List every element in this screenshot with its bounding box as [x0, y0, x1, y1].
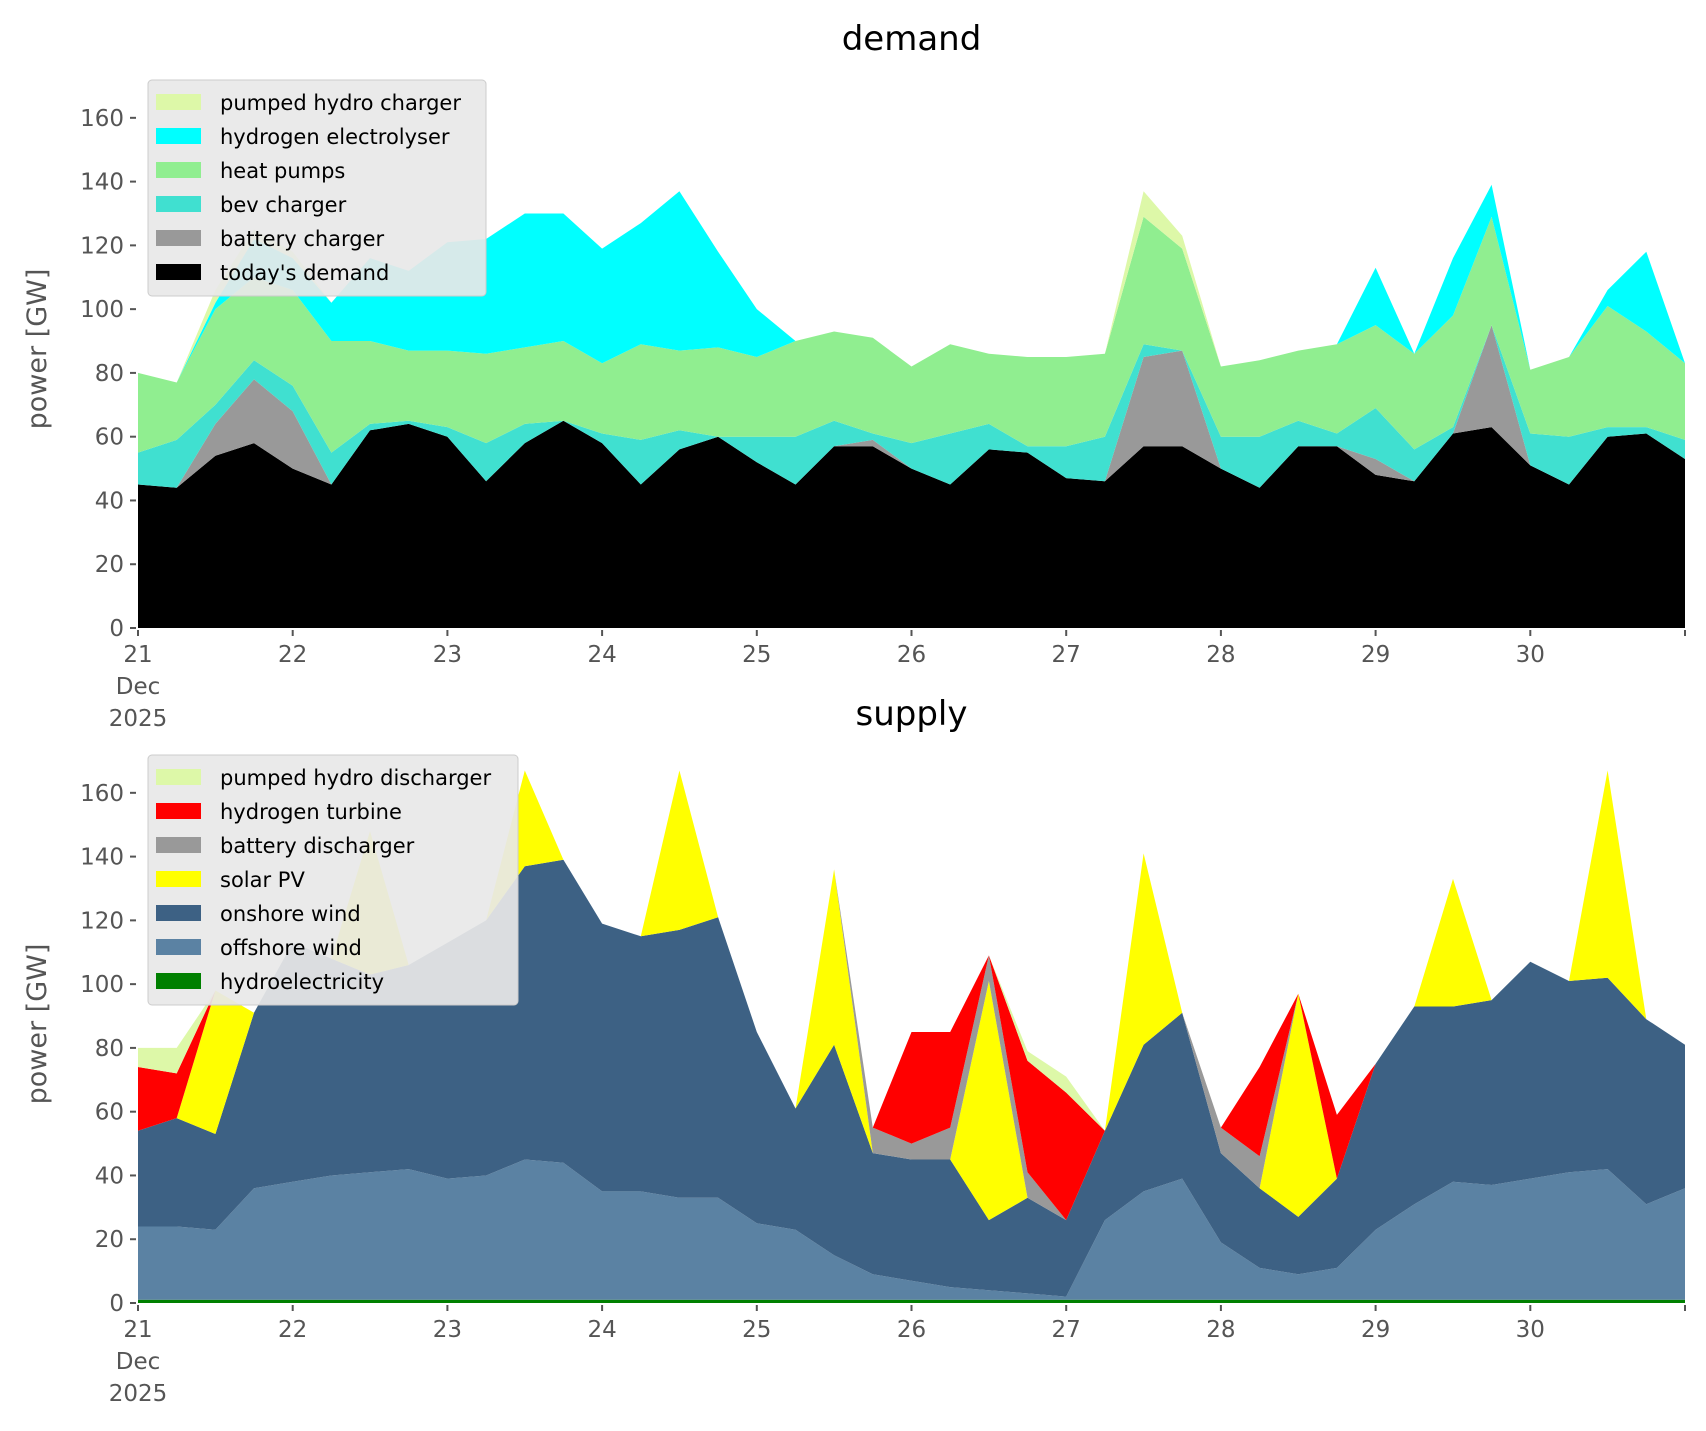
legend-swatch — [156, 264, 201, 280]
x-tick-label: 23 — [433, 1317, 462, 1343]
legend-label: hydrogen electrolyser — [220, 125, 450, 149]
y-tick-label: 80 — [95, 1036, 124, 1062]
legend-swatch — [156, 871, 201, 887]
legend-swatch — [156, 905, 201, 921]
x-tick-label: 22 — [278, 642, 307, 668]
legend-swatch — [156, 196, 201, 212]
y-tick-label: 160 — [80, 106, 124, 132]
x-tick-label: 28 — [1206, 1317, 1235, 1343]
x-tick-label: 21 — [123, 1317, 152, 1343]
legend-label: pumped hydro discharger — [220, 766, 491, 790]
x-tick-label: 27 — [1052, 642, 1081, 668]
area-onshore-wind — [138, 859, 1685, 1297]
legend-label: onshore wind — [220, 902, 361, 926]
y-tick-label: 140 — [80, 170, 124, 196]
legend-swatch — [156, 769, 201, 785]
legend-swatch — [156, 230, 201, 246]
x-tick-label: 26 — [897, 642, 926, 668]
y-tick-label: 40 — [95, 488, 124, 514]
y-axis: 0 20 40 60 80 100 120 140 160 power [GW] — [22, 781, 136, 1317]
legend-swatch — [156, 803, 201, 819]
legend: pumped hydro charger hydrogen electrolyse… — [147, 79, 487, 297]
x-tick-label: 23 — [433, 642, 462, 668]
x-tick-label: 2025 — [109, 706, 168, 732]
x-tick-label: 24 — [587, 1317, 616, 1343]
legend-swatch — [156, 94, 201, 110]
area-hydroelectricity — [138, 1299, 1685, 1303]
x-tick-label: 30 — [1516, 1317, 1545, 1343]
area-bev-charger — [138, 325, 1685, 488]
y-tick-label: 20 — [95, 552, 124, 578]
y-tick-label: 60 — [95, 425, 124, 451]
legend-swatch — [156, 128, 201, 144]
y-tick-label: 80 — [95, 361, 124, 387]
x-tick-label: 24 — [587, 642, 616, 668]
area-heat-pumps — [138, 216, 1685, 453]
legend-label: battery charger — [220, 227, 385, 251]
x-tick-label: 29 — [1361, 642, 1390, 668]
x-tick-label: 27 — [1052, 1317, 1081, 1343]
area-today-s-demand — [138, 420, 1685, 628]
areas — [138, 184, 1685, 628]
x-axis: 21 Dec 2025 22 23 24 25 26 27 28 29 30 — [109, 1305, 1686, 1407]
legend-label: offshore wind — [220, 936, 362, 960]
x-tick-label: 25 — [742, 642, 771, 668]
x-tick-label: 28 — [1206, 642, 1235, 668]
y-tick-label: 140 — [80, 845, 124, 871]
area-solar-pv — [138, 770, 1685, 1221]
supply-panel: supply 0 20 40 60 80 100 120 140 160 power [GW] 21 D… — [22, 694, 1686, 1407]
legend-swatch — [156, 939, 201, 955]
x-tick-label: 25 — [742, 1317, 771, 1343]
y-tick-label: 160 — [80, 781, 124, 807]
x-tick-label: 2025 — [109, 1381, 168, 1407]
legend-label: today's demand — [220, 261, 389, 285]
legend-label: hydrogen turbine — [220, 800, 402, 824]
legend-swatch — [156, 973, 201, 989]
x-tick-label: 21 — [123, 642, 152, 668]
areas — [138, 770, 1685, 1303]
x-tick-label: Dec — [116, 1349, 161, 1375]
legend-box — [147, 754, 519, 1006]
chart-title: demand — [842, 19, 982, 59]
x-tick-label: 29 — [1361, 1317, 1390, 1343]
legend-label: solar PV — [220, 868, 305, 892]
y-axis-label: power [GW] — [22, 944, 53, 1105]
x-axis: 21 Dec 2025 22 23 24 25 26 27 28 29 30 — [109, 630, 1686, 732]
legend-label: battery discharger — [220, 834, 415, 858]
legend-swatch — [156, 162, 201, 178]
y-tick-label: 100 — [80, 297, 124, 323]
y-tick-label: 100 — [80, 972, 124, 998]
y-axis-label: power [GW] — [22, 269, 53, 430]
y-tick-label: 0 — [109, 1291, 124, 1317]
y-tick-label: 60 — [95, 1100, 124, 1126]
y-tick-label: 40 — [95, 1163, 124, 1189]
y-axis: 0 20 40 60 80 100 120 140 160 power [GW] — [22, 106, 136, 642]
chart-title: supply — [856, 694, 968, 734]
legend-label: bev charger — [220, 193, 347, 217]
x-tick-label: 30 — [1516, 642, 1545, 668]
y-tick-label: 0 — [109, 616, 124, 642]
y-tick-label: 120 — [80, 908, 124, 934]
demand-panel: demand 0 20 40 60 80 100 120 140 160 power [GW] 21 D… — [22, 19, 1686, 732]
legend-box — [147, 79, 487, 297]
legend: pumped hydro discharger hydrogen turbine b… — [147, 754, 519, 1006]
x-tick-label: 22 — [278, 1317, 307, 1343]
area-hydrogen-turbine — [138, 770, 1685, 1221]
legend-label: pumped hydro charger — [220, 91, 461, 115]
legend-swatch — [156, 837, 201, 853]
legend-label: heat pumps — [220, 159, 345, 183]
area-offshore-wind — [138, 1159, 1685, 1300]
legend-label: hydroelectricity — [220, 970, 384, 994]
x-tick-label: 26 — [897, 1317, 926, 1343]
x-tick-label: Dec — [116, 674, 161, 700]
area-hydrogen-electrolyser — [138, 184, 1685, 383]
y-tick-label: 20 — [95, 1227, 124, 1253]
y-tick-label: 120 — [80, 233, 124, 259]
